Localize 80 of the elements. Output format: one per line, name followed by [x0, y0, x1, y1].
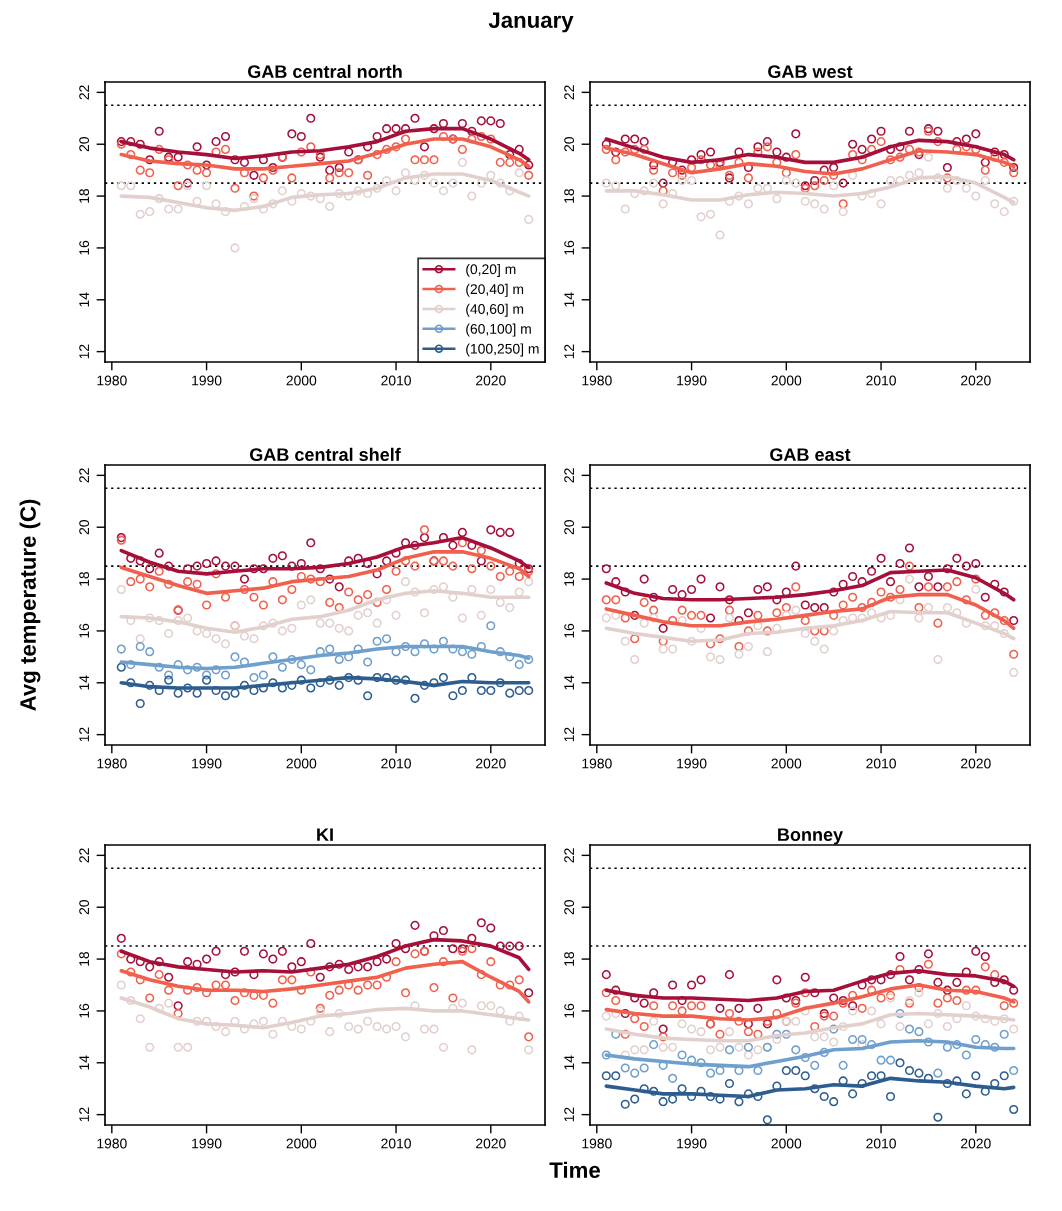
legend-label: (20,40] m: [466, 283, 524, 297]
y-tick-label: 18: [564, 951, 575, 966]
y-tick-label: 12: [564, 344, 574, 359]
x-tick-label: 1990: [192, 1138, 222, 1149]
y-tick-label: 12: [564, 727, 574, 742]
text: Time: [549, 1161, 600, 1178]
y-tick-label: 16: [564, 240, 575, 255]
y-tick-label: 22: [564, 85, 574, 100]
x-tick-label: 2000: [286, 1138, 317, 1149]
y-tick-label: 16: [79, 240, 90, 255]
x-tick-label: 1980: [582, 375, 612, 386]
x-tick-label: 2010: [381, 375, 411, 386]
x-tick-label: 2020: [961, 375, 991, 386]
y-tick-label: 14: [564, 1055, 574, 1070]
y-tick-label: 12: [79, 727, 89, 742]
y-tick-label: 20: [564, 900, 575, 915]
y-tick-label: 20: [79, 900, 90, 915]
y-tick-label: 14: [79, 675, 89, 690]
legend-label: (0,20] m: [466, 263, 516, 277]
y-tick-label: 18: [79, 951, 90, 966]
y-tick-label: 18: [564, 571, 575, 586]
y-tick-label: 20: [564, 520, 575, 535]
x-tick-label: 1990: [677, 758, 707, 769]
y-tick-label: 16: [79, 1003, 90, 1018]
y-tick-label: 18: [79, 571, 90, 586]
x-tick-label: 1990: [677, 1138, 707, 1149]
y-tick-label: 22: [79, 848, 89, 863]
chart-title: GAB east: [770, 448, 851, 462]
x-tick-label: 2010: [866, 1138, 896, 1149]
x-tick-label: 2010: [866, 375, 896, 386]
y-tick-label: 22: [564, 468, 574, 483]
y-tick-label: 14: [564, 292, 574, 307]
x-tick-label: 2000: [771, 1138, 802, 1149]
x-tick-label: 2010: [381, 758, 411, 769]
x-tick-label: 1980: [97, 1138, 127, 1149]
y-tick-label: 12: [564, 1107, 574, 1122]
y-tick-label: 16: [564, 623, 575, 638]
x-tick-label: 2010: [866, 758, 896, 769]
text: January: [488, 12, 574, 33]
x-tick-label: 2020: [476, 375, 506, 386]
chart-title: GAB west: [768, 65, 853, 79]
chart-title: Bonney: [778, 828, 844, 845]
legend-label: (60,100] m: [466, 323, 531, 337]
y-tick-label: 20: [79, 520, 90, 535]
legend-label: (40,60] m: [466, 303, 524, 317]
y-tick-label: 22: [79, 85, 89, 100]
x-tick-label: 1980: [582, 1138, 612, 1149]
x-tick-label: 1980: [97, 375, 127, 386]
chart-title: GAB central north: [248, 64, 402, 79]
x-tick-label: 2010: [381, 1138, 411, 1149]
y-tick-label: 22: [564, 848, 574, 863]
x-tick-label: 1980: [97, 758, 127, 769]
x-tick-label: 2020: [476, 1138, 506, 1149]
y-tick-label: 12: [79, 344, 89, 359]
x-tick-label: 1990: [192, 375, 222, 386]
y-tick-label: 22: [79, 468, 89, 483]
x-tick-label: 1990: [192, 758, 222, 769]
x-tick-label: 2000: [286, 375, 317, 386]
x-tick-label: 2000: [771, 375, 802, 386]
y-tick-label: 16: [564, 1003, 575, 1018]
y-tick-label: 18: [79, 188, 90, 203]
x-tick-label: 2000: [286, 758, 317, 769]
legend-label: (100,250] m: [466, 343, 539, 357]
chart-title: KI: [317, 828, 333, 841]
y-tick-label: 12: [79, 1107, 89, 1122]
text: Avg temperature (C): [19, 499, 41, 711]
x-tick-label: 2020: [476, 758, 506, 769]
x-tick-label: 1980: [582, 758, 612, 769]
x-tick-label: 2020: [961, 1138, 991, 1149]
y-tick-label: 16: [79, 623, 90, 638]
y-tick-label: 18: [564, 188, 575, 203]
y-tick-label: 20: [79, 137, 90, 152]
x-tick-label: 2000: [771, 758, 802, 769]
x-tick-label: 2020: [961, 758, 991, 769]
y-tick-label: 14: [79, 292, 89, 307]
y-tick-label: 14: [564, 675, 574, 690]
y-tick-label: 20: [564, 137, 575, 152]
chart-title: GAB central shelf: [249, 447, 401, 462]
y-tick-label: 14: [79, 1055, 89, 1070]
x-tick-label: 1990: [677, 375, 707, 386]
